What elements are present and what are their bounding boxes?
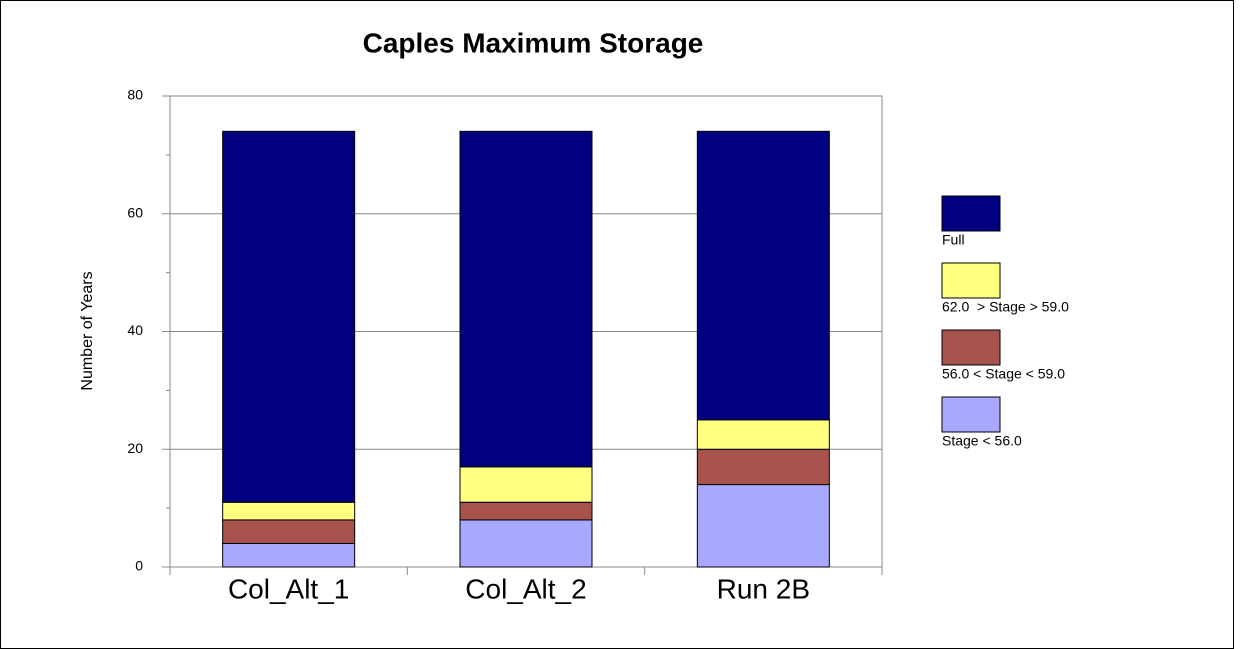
bar-segment (222, 542, 356, 568)
legend-label: 62.0 > Stage > 59.0 (942, 299, 1069, 315)
bar-segment (459, 501, 593, 521)
bar-segment (696, 419, 830, 450)
legend-swatch (941, 396, 1001, 433)
chart-title: Caples Maximum Storage (363, 27, 704, 58)
y-tick-label: 80 (127, 87, 143, 103)
legend-label: Stage < 56.0 (942, 433, 1022, 449)
y-tick-label: 20 (127, 440, 143, 456)
bar-segment (696, 448, 830, 486)
legend-swatch (941, 329, 1001, 366)
y-axis-label: Number of Years (79, 271, 96, 390)
bar-segment (459, 466, 593, 503)
legend-swatch (941, 262, 1001, 299)
bar-segment (222, 130, 356, 503)
y-tick-label: 60 (127, 204, 143, 220)
x-tick-label: Col_Alt_1 (228, 573, 349, 604)
legend-swatch (941, 195, 1001, 232)
y-tick-label: 40 (127, 322, 143, 338)
legend-label: Full (942, 232, 965, 248)
legend-label: 56.0 < Stage < 59.0 (942, 366, 1065, 382)
bar-segment (696, 484, 830, 568)
y-tick-label: 0 (135, 558, 143, 574)
bar-segment (459, 130, 593, 468)
x-tick-label: Run 2B (717, 573, 810, 604)
bar-segment (222, 501, 356, 521)
bar-segment (459, 519, 593, 568)
x-tick-label: Col_Alt_2 (465, 573, 586, 604)
bar-segment (222, 519, 356, 544)
bar-segment (696, 130, 830, 421)
